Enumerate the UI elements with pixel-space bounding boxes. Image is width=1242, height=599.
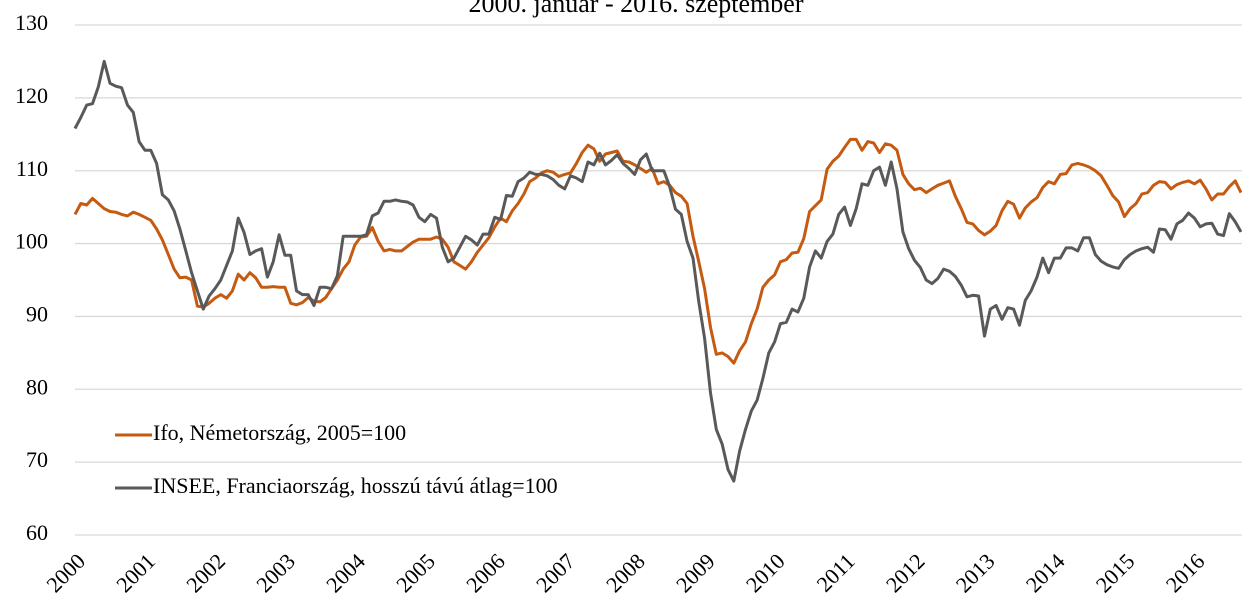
x-tick-label: 2000	[41, 548, 90, 597]
y-tick-label: 80	[26, 374, 48, 399]
y-tick-label: 70	[26, 447, 48, 472]
x-tick-label: 2005	[391, 548, 440, 597]
x-tick-label: 2004	[321, 548, 370, 597]
line	[73, 59, 1242, 483]
x-tick-label: 2012	[881, 548, 930, 597]
x-tick-label: 2003	[251, 548, 300, 597]
y-tick-label: 120	[15, 83, 48, 108]
x-tick-label: 2001	[111, 548, 160, 597]
y-tick-label: 90	[26, 301, 48, 326]
legend-label: Ifo, Németország, 2005=100	[153, 420, 406, 445]
x-tick-label: 2007	[531, 548, 580, 597]
chart-title: 2000. január - 2016. szeptember	[468, 0, 803, 18]
y-tick-label: 110	[16, 156, 48, 181]
y-tick-label: 100	[15, 229, 48, 254]
x-tick-label: 2010	[741, 548, 790, 597]
x-tick-label: 2016	[1161, 548, 1210, 597]
x-tick-label: 2011	[811, 548, 859, 596]
x-tick-label: 2006	[461, 548, 510, 597]
x-tick-label: 2002	[181, 548, 230, 597]
y-tick-label: 130	[15, 10, 48, 35]
x-tick-label: 2009	[671, 548, 720, 597]
x-tick-label: 2015	[1091, 548, 1140, 597]
x-tick-label: 2014	[1021, 548, 1070, 597]
line	[73, 137, 1242, 365]
x-tick-label: 2008	[601, 548, 650, 597]
legend-label: INSEE, Franciaország, hosszú távú átlag=…	[153, 473, 558, 498]
x-tick-label: 2013	[951, 548, 1000, 597]
y-tick-label: 60	[26, 520, 48, 545]
